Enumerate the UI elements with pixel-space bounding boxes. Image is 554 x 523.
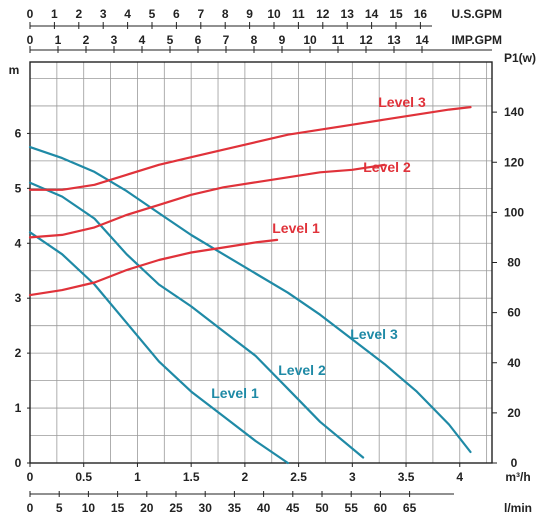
- usgpm-axis-title: U.S.GPM: [451, 7, 502, 21]
- lmin-tick-label: 65: [403, 501, 417, 515]
- power-tick-label: 20: [507, 406, 521, 420]
- impgpm-tick-label: 2: [83, 33, 90, 47]
- power-tick-label: 140: [504, 105, 524, 119]
- m3h-tick-label: 1: [134, 470, 141, 484]
- head-tick-label: 4: [15, 236, 22, 250]
- power-axis-title: P1(w): [504, 51, 536, 65]
- impgpm-tick-label: 0: [27, 33, 34, 47]
- impgpm-tick-label: 14: [415, 33, 429, 47]
- usgpm-tick-label: 15: [389, 7, 403, 21]
- impgpm-axis-title: IMP.GPM: [452, 33, 502, 47]
- lmin-tick-label: 40: [257, 501, 271, 515]
- m3h-tick-label: 3: [349, 470, 356, 484]
- lmin-axis-title: l/min: [504, 501, 532, 515]
- head-tick-label: 3: [15, 291, 22, 305]
- head-curve-level-2: [28, 181, 365, 459]
- usgpm-tick-label: 13: [341, 7, 355, 21]
- impgpm-tick-label: 1: [55, 33, 62, 47]
- power-curve-label: Level 3: [378, 94, 426, 110]
- usgpm-tick-label: 5: [149, 7, 156, 21]
- head-curve-label: Level 3: [350, 326, 398, 342]
- power-tick-label: 40: [507, 356, 521, 370]
- lmin-tick-label: 30: [199, 501, 213, 515]
- impgpm-tick-label: 11: [332, 33, 345, 47]
- head-curve-label: Level 1: [211, 385, 259, 401]
- usgpm-tick-label: 10: [267, 7, 281, 21]
- head-tick-label: 6: [15, 126, 22, 140]
- m3h-tick-label: 3.5: [398, 470, 415, 484]
- power-tick-label: 120: [504, 155, 524, 169]
- usgpm-tick-label: 2: [75, 7, 82, 21]
- plot-frame: [29, 61, 493, 464]
- impgpm-tick-label: 7: [223, 33, 230, 47]
- lmin-tick-label: 25: [169, 501, 183, 515]
- usgpm-tick-label: 0: [27, 7, 34, 21]
- lmin-tick-label: 60: [374, 501, 388, 515]
- usgpm-tick-label: 4: [124, 7, 131, 21]
- impgpm-tick-label: 3: [111, 33, 118, 47]
- power-tick-label: 60: [507, 306, 521, 320]
- m3h-axis-title: m³/h: [505, 470, 530, 484]
- m3h-tick-label: 0: [27, 470, 34, 484]
- power-curve-level-3: [28, 105, 472, 191]
- lmin-tick-label: 15: [111, 501, 125, 515]
- impgpm-tick-label: 6: [195, 33, 202, 47]
- impgpm-tick-label: 13: [387, 33, 401, 47]
- usgpm-tick-label: 8: [222, 7, 229, 21]
- power-curve-label: Level 2: [363, 159, 411, 175]
- lmin-tick-label: 5: [56, 501, 63, 515]
- m3h-tick-label: 2.5: [290, 470, 307, 484]
- impgpm-tick-label: 5: [167, 33, 174, 47]
- usgpm-tick-label: 6: [173, 7, 180, 21]
- usgpm-tick-label: 1: [51, 7, 58, 21]
- head-curve-level-1: [28, 231, 289, 465]
- head-tick-label: 5: [15, 181, 22, 195]
- power-curve-label: Level 1: [272, 220, 320, 236]
- lmin-tick-label: 35: [228, 501, 242, 515]
- usgpm-tick-label: 14: [365, 7, 379, 21]
- power-tick-label: 100: [504, 205, 524, 219]
- m3h-tick-label: 2: [242, 470, 249, 484]
- lmin-tick-label: 0: [27, 501, 34, 515]
- impgpm-tick-label: 10: [303, 33, 317, 47]
- head-tick-label: 0: [15, 456, 22, 470]
- lmin-tick-label: 10: [82, 501, 96, 515]
- impgpm-tick-label: 9: [279, 33, 286, 47]
- m3h-tick-label: 4: [456, 470, 463, 484]
- usgpm-tick-label: 9: [246, 7, 253, 21]
- lmin-tick-label: 50: [315, 501, 329, 515]
- impgpm-tick-label: 4: [139, 33, 146, 47]
- impgpm-tick-label: 8: [251, 33, 258, 47]
- grid: [30, 62, 492, 463]
- head-curve-label: Level 2: [278, 362, 326, 378]
- lmin-tick-label: 45: [286, 501, 300, 515]
- power-curve-level-2: [28, 163, 386, 239]
- head-tick-label: 2: [15, 346, 22, 360]
- m3h-tick-label: 0.5: [75, 470, 92, 484]
- usgpm-tick-label: 11: [292, 7, 305, 21]
- power-tick-label: 80: [507, 256, 521, 270]
- head-curve-level-3: [28, 146, 472, 454]
- lmin-tick-label: 55: [345, 501, 359, 515]
- usgpm-tick-label: 12: [316, 7, 330, 21]
- m3h-tick-label: 1.5: [183, 470, 200, 484]
- usgpm-tick-label: 16: [414, 7, 428, 21]
- usgpm-tick-label: 3: [100, 7, 107, 21]
- head-axis-title: m: [9, 63, 20, 77]
- impgpm-tick-label: 12: [359, 33, 373, 47]
- power-curve-level-1: [28, 238, 279, 297]
- lmin-tick-label: 20: [140, 501, 154, 515]
- head-tick-label: 1: [15, 401, 22, 415]
- power-tick-label: 0: [511, 456, 518, 470]
- usgpm-tick-label: 7: [197, 7, 204, 21]
